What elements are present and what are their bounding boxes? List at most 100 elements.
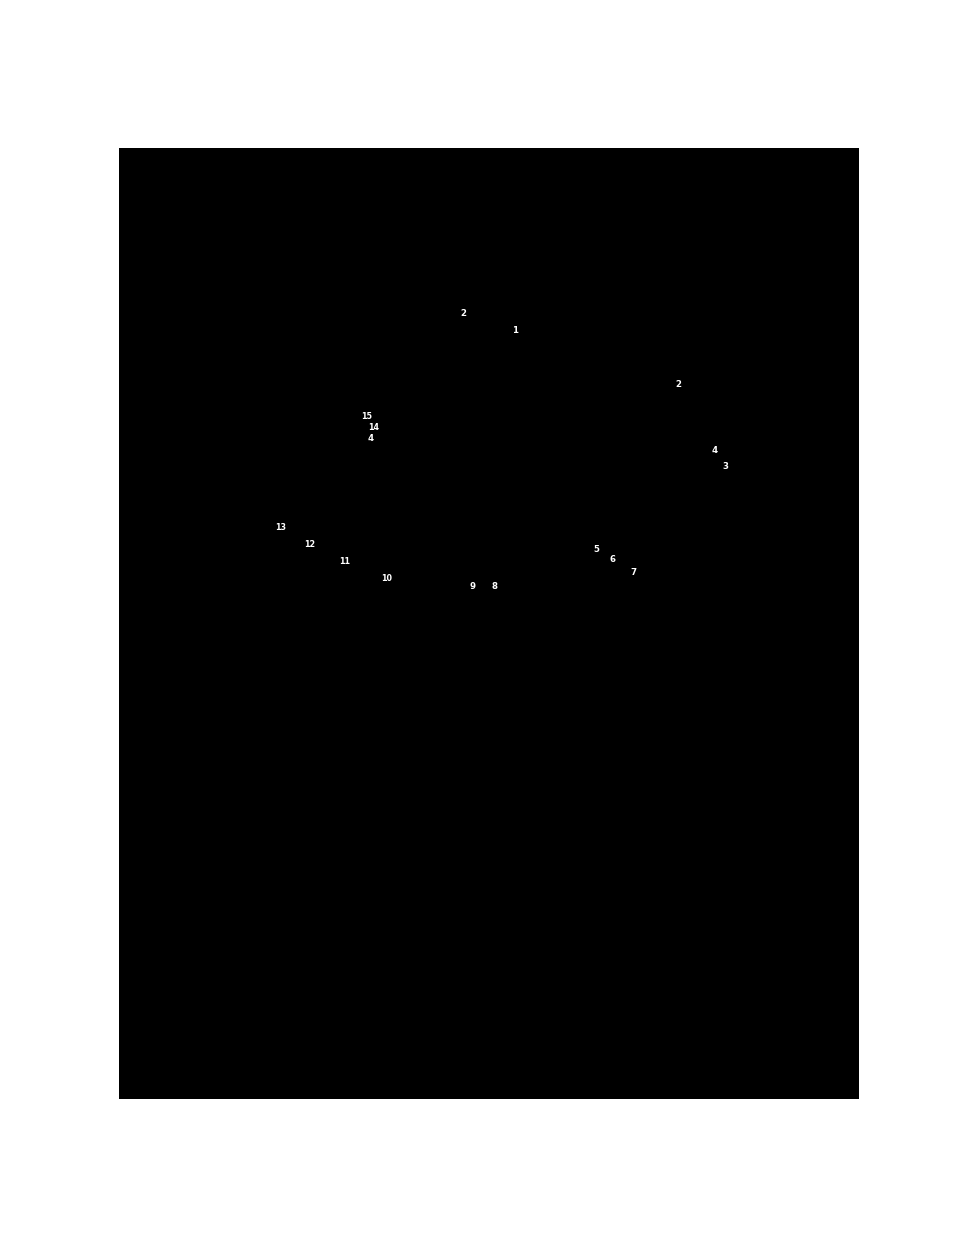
Text: 4: 4 [367, 433, 374, 442]
Text: ¹ For the description of the indicators, see “Status indicators” on page 38.: ¹ For the description of the indicators,… [193, 982, 631, 995]
FancyBboxPatch shape [123, 249, 881, 1220]
Text: Power button: Power button [518, 858, 603, 871]
Text: 5: 5 [179, 827, 185, 836]
Text: Wireless module antennas: Wireless module antennas [196, 729, 366, 741]
Polygon shape [474, 457, 493, 468]
FancyBboxPatch shape [8, 95, 765, 1063]
Polygon shape [390, 467, 409, 477]
Polygon shape [633, 489, 652, 499]
Polygon shape [699, 415, 726, 433]
Polygon shape [525, 315, 551, 534]
Polygon shape [582, 487, 601, 498]
Text: 2: 2 [675, 379, 680, 389]
Polygon shape [365, 466, 384, 477]
Text: Combo audio jack: Combo audio jack [515, 697, 629, 709]
Text: Recovery button: Recovery button [518, 890, 624, 903]
Polygon shape [318, 517, 407, 555]
Text: 10: 10 [496, 730, 508, 740]
Text: 7: 7 [629, 568, 636, 577]
Text: 6: 6 [179, 860, 185, 868]
Polygon shape [393, 315, 540, 546]
Polygon shape [465, 469, 484, 480]
Text: 12: 12 [304, 540, 315, 550]
FancyBboxPatch shape [0, 217, 558, 1188]
Text: 13: 13 [274, 524, 286, 532]
FancyBboxPatch shape [123, 347, 881, 1235]
FancyBboxPatch shape [138, 0, 890, 815]
Text: 7: 7 [179, 892, 185, 902]
Polygon shape [598, 500, 618, 510]
Polygon shape [393, 534, 551, 562]
Polygon shape [456, 482, 476, 493]
Polygon shape [574, 461, 594, 472]
FancyBboxPatch shape [0, 379, 558, 1235]
FancyBboxPatch shape [0, 0, 752, 911]
Text: 2: 2 [179, 730, 185, 740]
Polygon shape [356, 478, 375, 489]
Text: 5: 5 [593, 545, 598, 555]
Text: Power and battery indicator¹: Power and battery indicator¹ [518, 825, 701, 839]
Polygon shape [374, 453, 393, 464]
FancyBboxPatch shape [349, 0, 953, 951]
Text: 15: 15 [361, 411, 372, 421]
Text: Microphone: Microphone [518, 793, 593, 806]
Polygon shape [516, 472, 535, 482]
Polygon shape [263, 390, 751, 483]
Text: Right-side view: Right-side view [174, 279, 344, 299]
Polygon shape [314, 501, 334, 513]
Polygon shape [532, 485, 551, 495]
Polygon shape [271, 490, 294, 522]
Polygon shape [565, 511, 584, 522]
Polygon shape [449, 456, 468, 467]
Polygon shape [398, 493, 417, 503]
FancyBboxPatch shape [0, 61, 688, 1029]
Text: 8: 8 [179, 925, 185, 934]
Polygon shape [482, 483, 501, 494]
Polygon shape [474, 495, 493, 506]
Polygon shape [549, 498, 568, 509]
Polygon shape [432, 482, 451, 492]
Polygon shape [498, 496, 517, 506]
Text: 79: 79 [781, 1063, 802, 1078]
Text: 11: 11 [496, 763, 508, 772]
Polygon shape [348, 490, 367, 501]
Polygon shape [616, 514, 635, 524]
Text: USB connector: USB connector [196, 858, 291, 871]
Polygon shape [523, 498, 542, 508]
Polygon shape [490, 509, 509, 519]
Polygon shape [285, 583, 309, 593]
Text: USB connector: USB connector [196, 923, 291, 935]
Text: Media card reader slot: Media card reader slot [518, 729, 662, 741]
Polygon shape [390, 505, 409, 515]
Polygon shape [624, 463, 643, 473]
Polygon shape [401, 324, 531, 537]
Text: Camera (on some models): Camera (on some models) [196, 697, 366, 709]
Text: Chapter 8.  Locations: Chapter 8. Locations [174, 205, 476, 230]
Text: 10: 10 [381, 574, 392, 583]
Polygon shape [607, 488, 626, 498]
Text: ac power connector: ac power connector [196, 825, 323, 839]
Polygon shape [507, 484, 526, 494]
Text: Figure 1.  Lenovo B590 right-side view: Figure 1. Lenovo B590 right-side view [174, 680, 401, 694]
Polygon shape [423, 494, 442, 504]
FancyBboxPatch shape [123, 411, 881, 1235]
Polygon shape [415, 506, 434, 516]
Polygon shape [540, 510, 559, 521]
Polygon shape [490, 471, 510, 482]
FancyBboxPatch shape [256, 88, 953, 1056]
FancyBboxPatch shape [0, 283, 558, 1235]
Polygon shape [616, 475, 635, 485]
FancyBboxPatch shape [337, 0, 953, 935]
Polygon shape [515, 510, 535, 520]
FancyBboxPatch shape [123, 315, 881, 1235]
Polygon shape [540, 473, 559, 483]
Polygon shape [465, 508, 484, 519]
Text: This chapter presents the locations of the Lenovo B590 hardware components.: This chapter presents the locations of t… [174, 246, 701, 258]
Polygon shape [331, 477, 351, 488]
Polygon shape [398, 454, 417, 464]
Text: 13: 13 [496, 827, 508, 836]
FancyBboxPatch shape [123, 217, 876, 1188]
Polygon shape [348, 452, 367, 463]
FancyBboxPatch shape [0, 411, 558, 1235]
Polygon shape [415, 468, 435, 478]
